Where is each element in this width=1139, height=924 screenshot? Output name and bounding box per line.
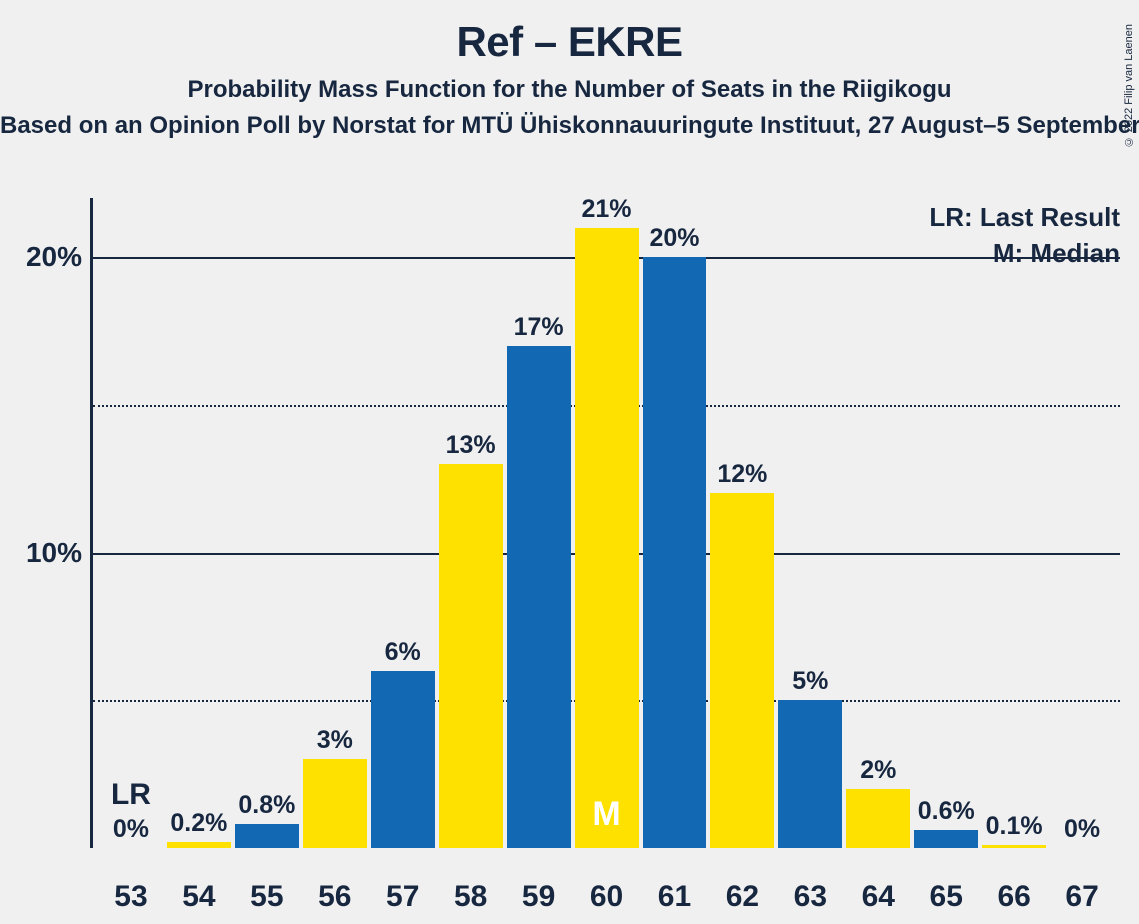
bar-slot: 0.1%	[982, 198, 1046, 848]
chart-container: © 2022 Filip van Laenen Ref – EKRE Proba…	[0, 18, 1139, 924]
median-marker: M	[575, 795, 639, 834]
bar-slot: 0.8%	[235, 198, 299, 848]
bar-slot: 5%	[778, 198, 842, 848]
bar: 0.1%	[982, 845, 1046, 848]
bar-slot: 0%	[1050, 198, 1114, 848]
bar-value-label: 13%	[439, 431, 503, 460]
plot-area: 10%20% LR: Last Result M: Median 0%LR0.2…	[90, 198, 1120, 848]
bar-value-label: 0%	[99, 815, 163, 844]
bar: 13%	[439, 464, 503, 848]
bar-slot: 0.2%	[167, 198, 231, 848]
copyright-text: © 2022 Filip van Laenen	[1123, 24, 1135, 147]
bar-value-label: 6%	[371, 638, 435, 667]
x-tick-label: 60	[575, 880, 639, 914]
bar: 20%	[643, 257, 707, 848]
x-tick-label: 59	[507, 880, 571, 914]
x-tick-label: 56	[303, 880, 367, 914]
x-tick-label: 67	[1050, 880, 1114, 914]
last-result-marker: LR	[99, 778, 163, 812]
x-tick-label: 55	[235, 880, 299, 914]
bar: 0.2%	[167, 842, 231, 848]
bar: 12%	[710, 493, 774, 848]
bar: 0.6%	[914, 830, 978, 848]
y-tick-label: 20%	[12, 241, 82, 273]
x-tick-label: 53	[99, 880, 163, 914]
bar-value-label: 0.8%	[235, 791, 299, 820]
chart-title: Ref – EKRE	[0, 18, 1139, 66]
bar-value-label: 5%	[778, 667, 842, 696]
bar: 5%	[778, 700, 842, 848]
bar-value-label: 17%	[507, 313, 571, 342]
bar-slot: 12%	[710, 198, 774, 848]
chart-subtitle-2: Based on an Opinion Poll by Norstat for …	[0, 112, 1139, 140]
x-axis-labels: 535455565758596061626364656667	[93, 880, 1120, 914]
bar-slot: 17%	[507, 198, 571, 848]
x-tick-label: 54	[167, 880, 231, 914]
bar-value-label: 12%	[710, 460, 774, 489]
bar: 0.8%	[235, 824, 299, 848]
chart-subtitle: Probability Mass Function for the Number…	[0, 76, 1139, 104]
x-tick-label: 57	[371, 880, 435, 914]
x-tick-label: 58	[439, 880, 503, 914]
bar-slot: 2%	[846, 198, 910, 848]
bar-slot: 3%	[303, 198, 367, 848]
bar-value-label: 20%	[643, 224, 707, 253]
x-tick-label: 66	[982, 880, 1046, 914]
x-tick-label: 63	[778, 880, 842, 914]
bar: 2%	[846, 789, 910, 848]
x-tick-label: 61	[643, 880, 707, 914]
bar-value-label: 0.2%	[167, 809, 231, 838]
x-tick-label: 64	[846, 880, 910, 914]
bar-slot: 13%	[439, 198, 503, 848]
bar-value-label: 3%	[303, 726, 367, 755]
bar: 21%M	[575, 228, 639, 848]
x-tick-label: 62	[710, 880, 774, 914]
bar-value-label: 21%	[575, 195, 639, 224]
bar-slot: 6%	[371, 198, 435, 848]
bar-value-label: 0.6%	[914, 797, 978, 826]
y-tick-label: 10%	[12, 537, 82, 569]
bar-slot: 0.6%	[914, 198, 978, 848]
bar: 3%	[303, 759, 367, 848]
bar-slot: 20%	[643, 198, 707, 848]
bar: 6%	[371, 671, 435, 848]
bar-slot: 0% LR	[99, 198, 163, 848]
bars-group: 0%LR0.2%0.8%3%6%13%17%21%M20%12%5%2%0.6%…	[93, 198, 1120, 848]
bar-value-label: 0.1%	[982, 812, 1046, 841]
bar: 17%	[507, 346, 571, 848]
bar-slot: 21% M	[575, 198, 639, 848]
x-tick-label: 65	[914, 880, 978, 914]
bar-value-label: 2%	[846, 756, 910, 785]
bar-value-label: 0%	[1050, 815, 1114, 844]
